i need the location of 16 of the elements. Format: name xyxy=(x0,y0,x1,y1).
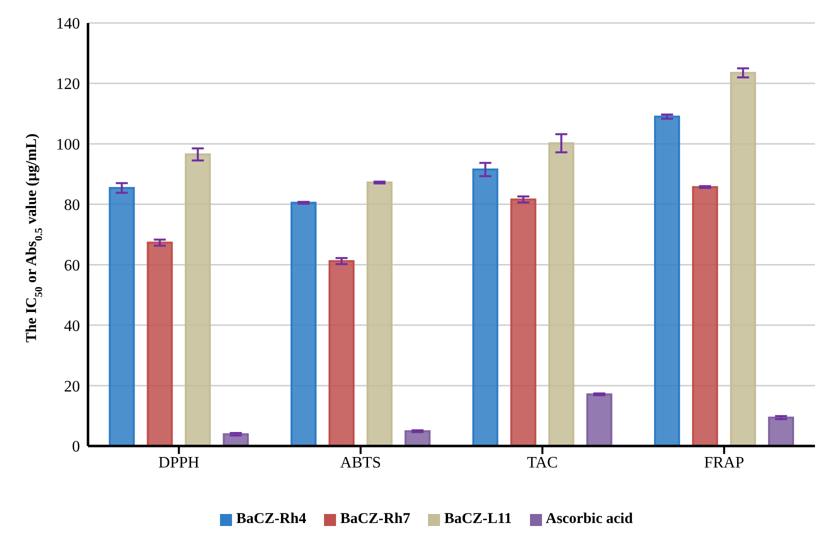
y-tick-label: 140 xyxy=(56,16,80,33)
legend-label: BaCZ-Rh4 xyxy=(236,511,306,528)
y-tick-label: 60 xyxy=(64,257,80,274)
legend-label: Ascorbic acid xyxy=(546,511,633,528)
x-tick-label: TAC xyxy=(527,454,558,472)
y-tick-label: 80 xyxy=(64,196,80,214)
y-tick-label: 40 xyxy=(64,318,80,335)
legend-label: BaCZ-L11 xyxy=(444,511,512,528)
legend-label: BaCZ-Rh7 xyxy=(340,511,410,528)
x-tick-label: ABTS xyxy=(340,454,382,472)
y-tick-label: 120 xyxy=(56,76,80,94)
x-tick-label: FRAP xyxy=(704,454,744,472)
x-tick-label: DPPH xyxy=(158,454,200,472)
y-tick-label: 100 xyxy=(56,136,80,154)
y-tick-label: 20 xyxy=(64,378,80,396)
y-tick-label: 0 xyxy=(72,438,80,456)
